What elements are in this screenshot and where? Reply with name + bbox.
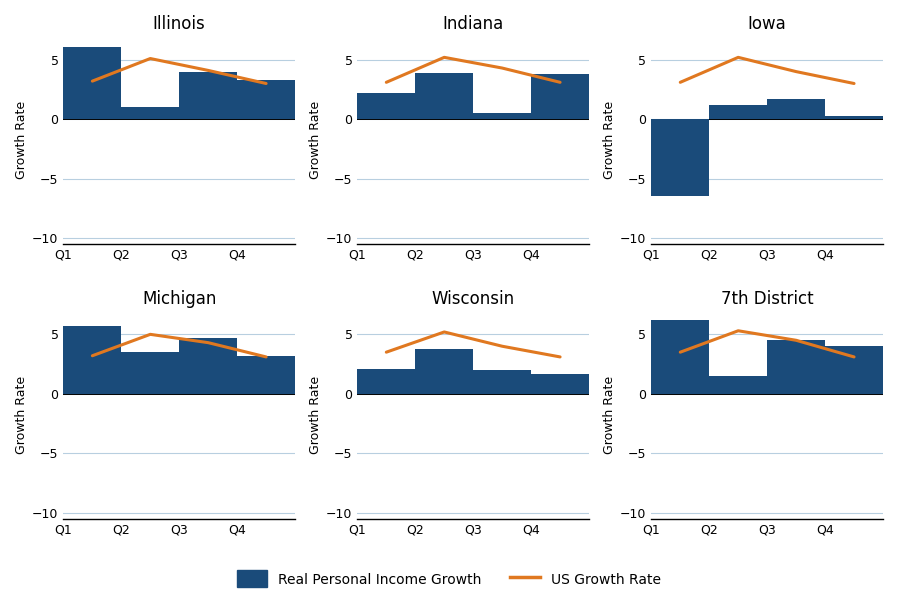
Y-axis label: Growth Rate: Growth Rate [603, 101, 616, 179]
Bar [121, 107, 180, 119]
Bar [651, 320, 709, 394]
Bar [64, 326, 121, 394]
Bar [651, 119, 709, 196]
Bar [473, 370, 531, 394]
Bar [237, 80, 295, 119]
Bar [64, 47, 121, 119]
Bar [121, 352, 180, 394]
Bar [237, 356, 295, 394]
Y-axis label: Growth Rate: Growth Rate [309, 376, 322, 454]
Title: 7th District: 7th District [721, 290, 814, 308]
Title: Michigan: Michigan [142, 290, 216, 308]
Bar [531, 74, 589, 119]
Bar [415, 73, 473, 119]
Y-axis label: Growth Rate: Growth Rate [15, 376, 28, 454]
Bar [767, 99, 825, 119]
Y-axis label: Growth Rate: Growth Rate [15, 101, 28, 179]
Bar [357, 369, 415, 394]
Bar [709, 376, 767, 394]
Bar [709, 105, 767, 119]
Y-axis label: Growth Rate: Growth Rate [309, 101, 322, 179]
Y-axis label: Growth Rate: Growth Rate [603, 376, 616, 454]
Title: Illinois: Illinois [153, 15, 206, 33]
Bar [357, 93, 415, 119]
Bar [415, 348, 473, 394]
Bar [531, 373, 589, 394]
Bar [767, 341, 825, 394]
Legend: Real Personal Income Growth, US Growth Rate: Real Personal Income Growth, US Growth R… [231, 565, 667, 593]
Bar [473, 113, 531, 119]
Title: Indiana: Indiana [443, 15, 504, 33]
Bar [825, 346, 883, 394]
Bar [180, 338, 237, 394]
Title: Wisconsin: Wisconsin [432, 290, 515, 308]
Bar [180, 72, 237, 119]
Title: Iowa: Iowa [748, 15, 787, 33]
Bar [825, 116, 883, 119]
